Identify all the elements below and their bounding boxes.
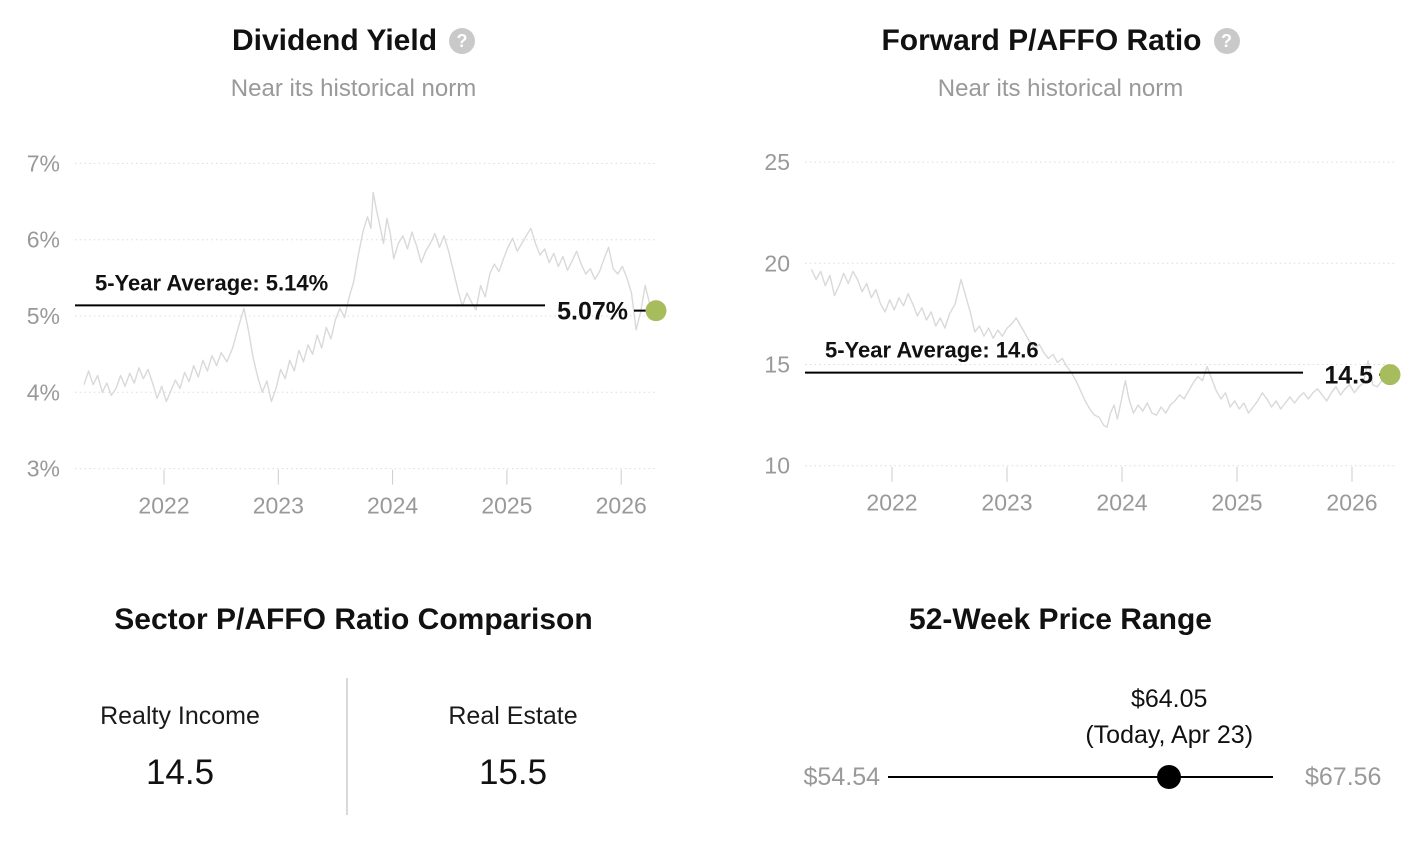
current-price-marker (1157, 765, 1182, 789)
forward-paffo-title-text: Forward P/AFFO Ratio (881, 24, 1202, 57)
y-axis-label: 5% (27, 303, 60, 329)
current-price-label: $64.05 (1130, 685, 1208, 713)
y-axis-label: 20 (764, 250, 790, 276)
x-axis-label: 2025 (1211, 490, 1262, 516)
x-axis-label: 2022 (138, 493, 189, 519)
forward-paffo-panel: Forward P/AFFO Ratio ? Near its historic… (707, 0, 1414, 580)
current-value-dot (645, 300, 667, 322)
current-value-label: 14.5 (1324, 362, 1373, 390)
vertical-divider (346, 678, 348, 815)
question-mark-icon[interactable]: ? (1213, 28, 1240, 54)
y-axis-label: 10 (764, 453, 790, 479)
x-axis-label: 2023 (253, 493, 304, 519)
x-axis-label: 2024 (367, 493, 418, 519)
x-axis-label: 2025 (481, 493, 532, 519)
y-axis-label: 25 (764, 149, 790, 175)
price-range-title: 52-Week Price Range (909, 603, 1212, 636)
comparison-item-label: Real Estate (448, 702, 578, 730)
dividend-yield-chart: 7% 6% 5% 4% 3% 2022 2023 2024 2025 2026 5-Year Ave… (27, 150, 667, 519)
series-line (83, 191, 657, 403)
comparison-item-value: 15.5 (478, 753, 548, 792)
comparison-item-label: Realty Income (100, 702, 260, 730)
forward-paffo-chart: 25 20 15 10 2022 2023 2024 2025 2026 5-Year Avera… (764, 149, 1401, 516)
dividend-yield-panel: Dividend Yield ? Near its historical nor… (0, 0, 707, 580)
forward-paffo-subtitle: Near its historical norm (937, 75, 1184, 102)
comparison-item-value: 14.5 (145, 753, 215, 792)
sector-comparison-title: Sector P/AFFO Ratio Comparison (114, 603, 593, 636)
forward-paffo-header: Forward P/AFFO Ratio ? Near its historic… (707, 0, 1414, 104)
average-label: 5-Year Average: 14.6 (825, 338, 1039, 363)
x-axis-label: 2026 (596, 493, 647, 519)
y-axis-label: 4% (27, 379, 60, 405)
x-axis-label: 2022 (866, 490, 917, 516)
sector-comparison-panel: Sector P/AFFO Ratio Comparison Realty In… (0, 580, 707, 842)
series-line (810, 269, 1388, 428)
current-value-dot (1379, 364, 1401, 386)
dividend-yield-header: Dividend Yield ? Near its historical nor… (0, 0, 707, 104)
x-axis-label: 2024 (1096, 490, 1147, 516)
current-value-label: 5.07% (557, 298, 628, 326)
y-axis-label: 15 (764, 352, 790, 378)
current-price-date: (Today, Apr 23) (1085, 721, 1254, 749)
y-axis-label: 7% (27, 150, 60, 176)
dividend-yield-title-text: Dividend Yield (231, 24, 438, 57)
x-axis-label: 2026 (1326, 490, 1377, 516)
charts-row: Dividend Yield ? Near its historical nor… (0, 0, 1414, 580)
x-axis-label: 2023 (981, 490, 1032, 516)
price-range-track (888, 776, 1273, 778)
range-low-label: $54.54 (803, 763, 880, 791)
forward-paffo-title: Forward P/AFFO Ratio ? (707, 22, 1414, 60)
question-mark-icon[interactable]: ? (449, 28, 476, 54)
price-range-panel: 52-Week Price Range $64.05 (Today, Apr 2… (707, 580, 1414, 842)
y-axis-label: 3% (27, 456, 60, 482)
average-label: 5-Year Average: 5.14% (95, 270, 328, 295)
y-axis-label: 6% (27, 227, 60, 253)
dividend-yield-title: Dividend Yield ? (0, 22, 707, 60)
bottom-row: Sector P/AFFO Ratio Comparison Realty In… (0, 580, 1414, 842)
range-high-label: $67.56 (1305, 763, 1382, 791)
dividend-yield-subtitle: Near its historical norm (230, 75, 477, 102)
